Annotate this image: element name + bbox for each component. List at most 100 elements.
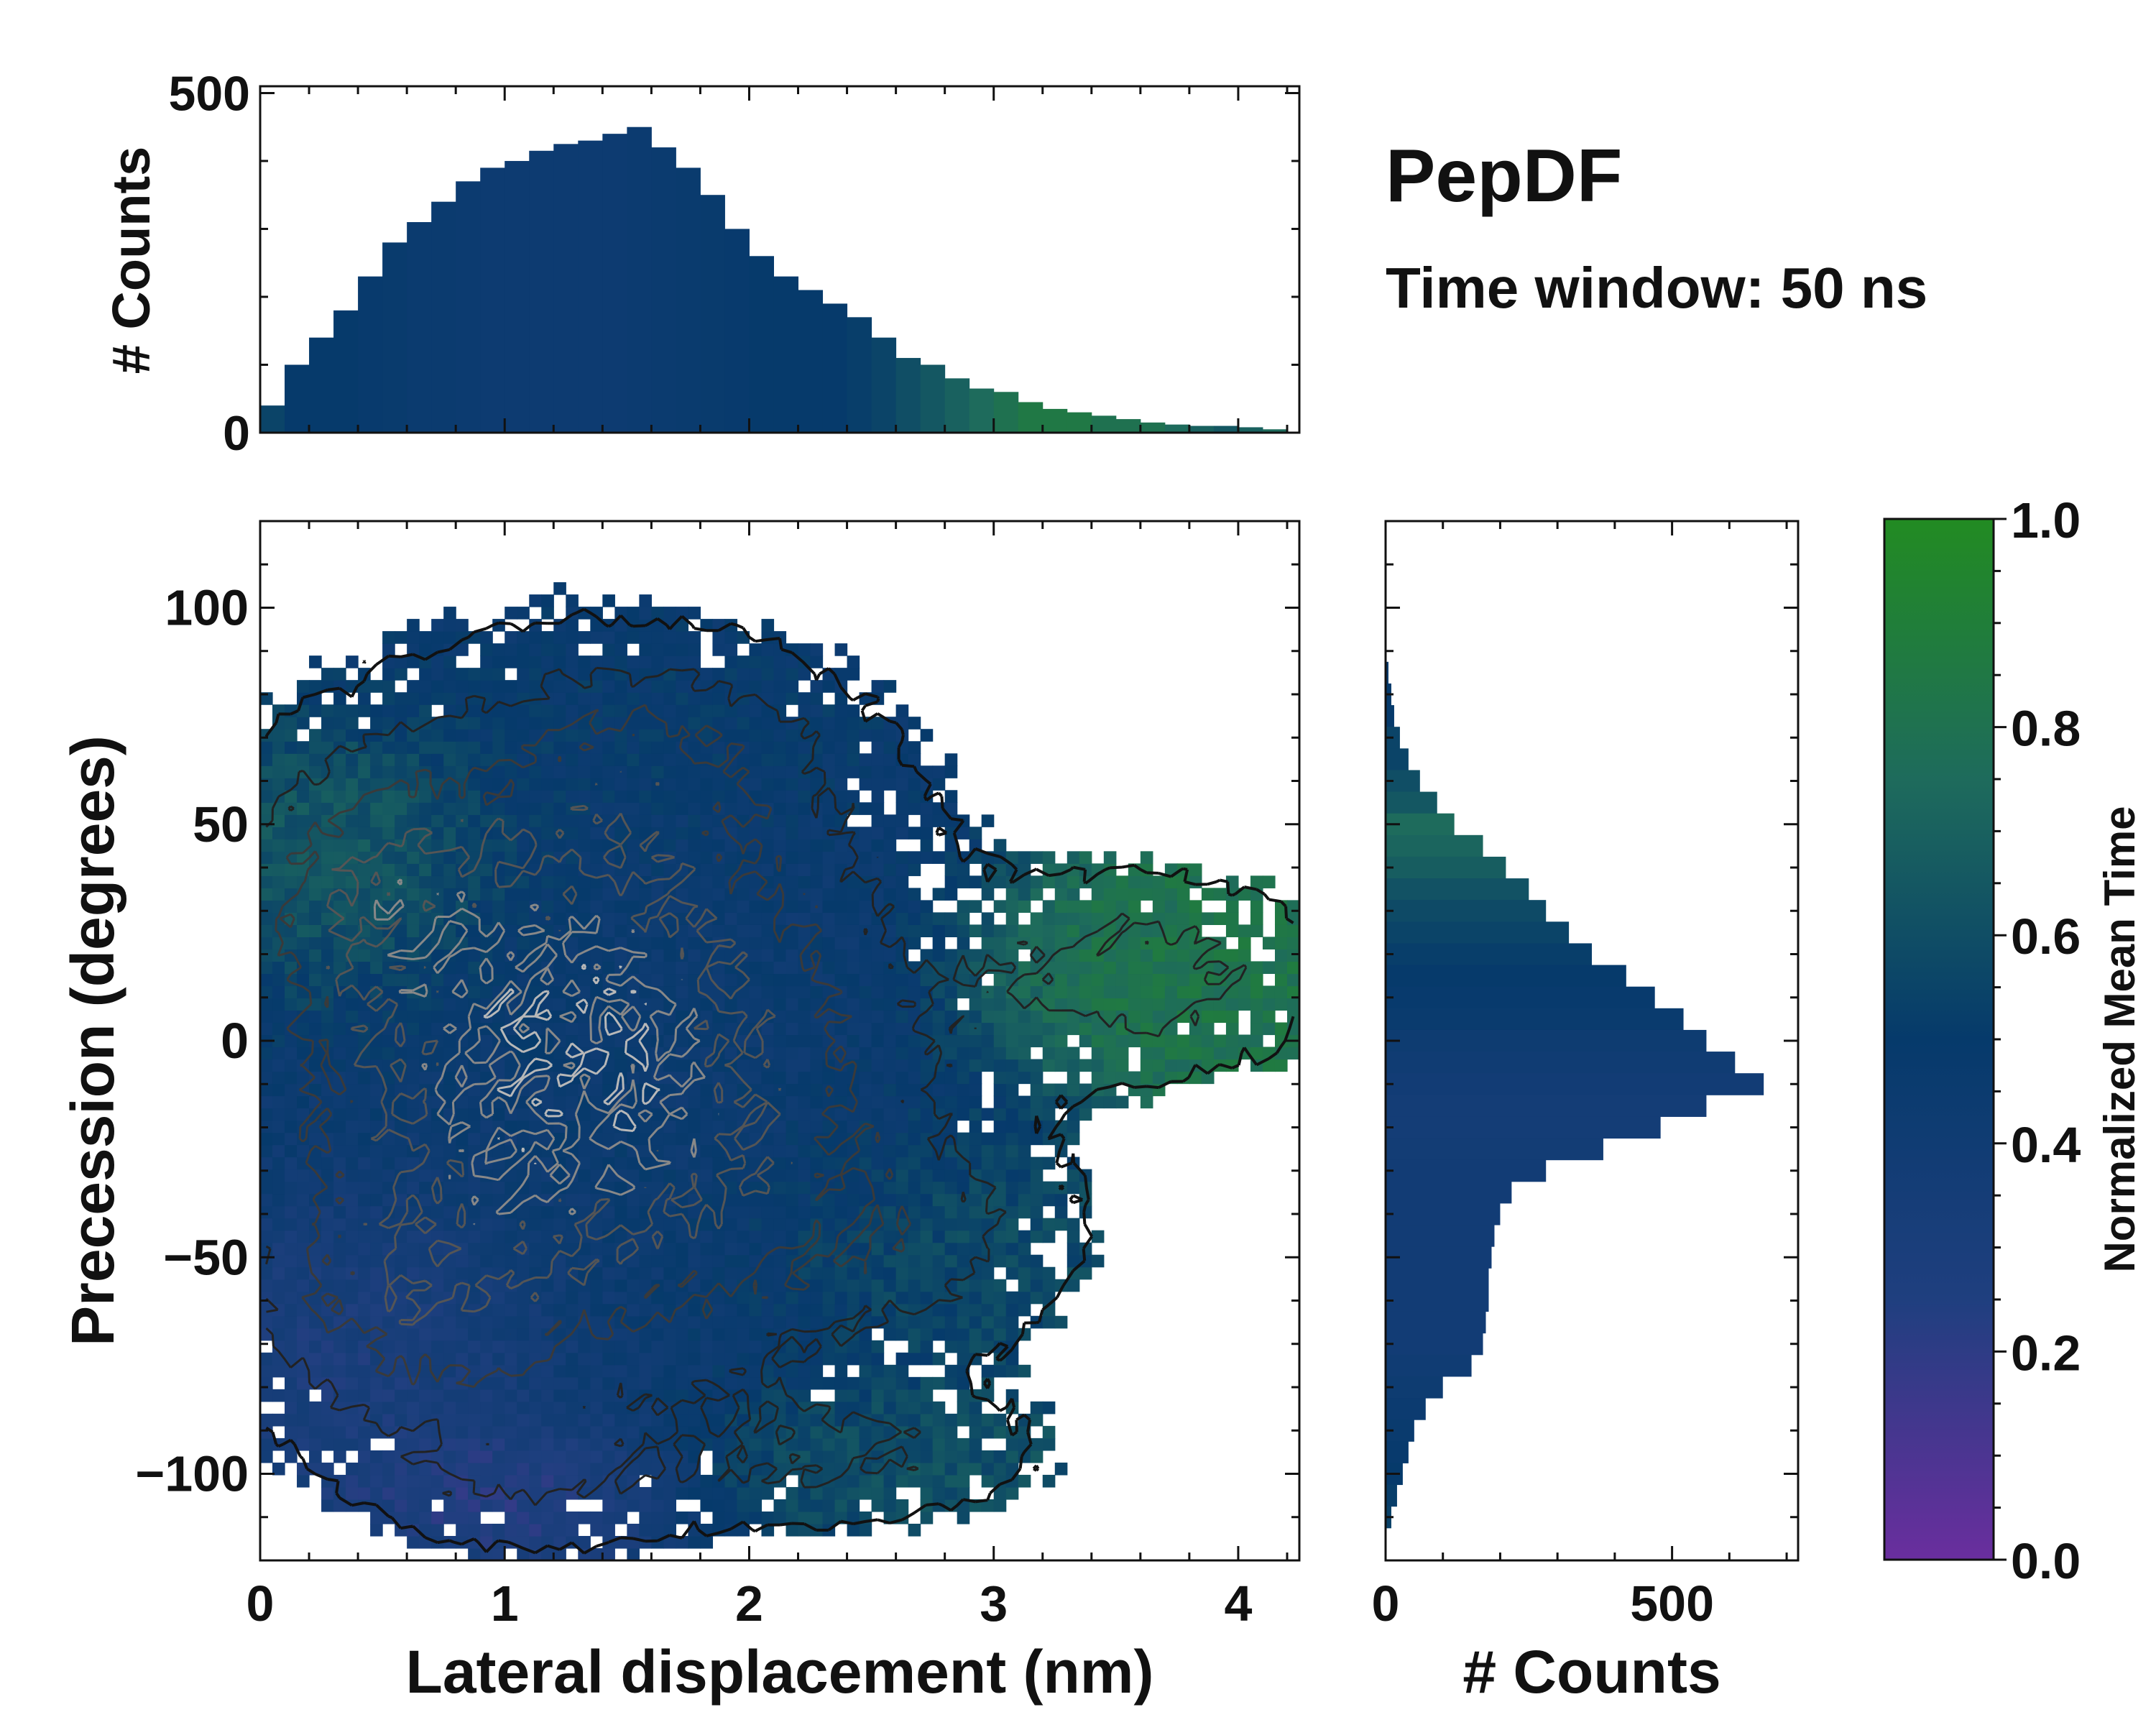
heatmap-cell [1225,1010,1239,1024]
heatmap-cell [1250,1034,1263,1048]
heatmap-cell [883,985,897,999]
heatmap-cell [663,1144,676,1158]
heatmap-cell [639,1401,652,1414]
heatmap-cell [737,1242,750,1256]
top-bar-9 [480,167,505,433]
heatmap-cell [761,1511,775,1524]
heatmap-cell [749,729,763,742]
heatmap-cell [443,692,456,705]
heatmap-cell [700,1486,714,1500]
heatmap-cell [346,1010,359,1024]
heatmap-cell [456,753,469,766]
heatmap-cell [1189,912,1202,925]
heatmap-cell [651,1523,664,1537]
heatmap-cell [578,668,591,681]
main-y-tick-label: 100 [165,580,249,636]
heatmap-cell [566,1279,579,1292]
heatmap-cell [529,1230,542,1243]
heatmap-cell [920,1193,934,1207]
heatmap-cell [847,1438,860,1451]
heatmap-cell [627,1266,640,1280]
heatmap-cell [676,1132,689,1146]
heatmap-cell [407,741,420,754]
heatmap-cell [822,1010,836,1024]
heatmap-cell [1018,1108,1031,1121]
heatmap-cell [969,949,982,962]
heatmap-cell [553,692,566,705]
heatmap-cell [382,1315,395,1329]
heatmap-cell [468,1193,481,1207]
heatmap-cell [541,1279,554,1292]
heatmap-cell [566,961,579,975]
heatmap-cell [541,643,554,656]
heatmap-cell [1018,1034,1031,1048]
heatmap-cell [676,790,689,803]
heatmap-cell [346,973,359,987]
heatmap-cell [590,1095,603,1109]
heatmap-cell [627,717,640,730]
heatmap-cell [529,1425,542,1439]
heatmap-cell [712,1376,726,1390]
heatmap-cell [578,1340,591,1353]
heatmap-cell [749,949,763,962]
heatmap-cell [700,998,714,1011]
heatmap-cell [517,1205,530,1219]
heatmap-cell [798,1144,811,1158]
heatmap-cell [859,1523,872,1537]
heatmap-cell [395,729,407,742]
right-bar-34 [1386,1398,1426,1420]
heatmap-cell [260,973,273,987]
heatmap-cell [492,973,505,987]
heatmap-cell [810,1205,824,1219]
heatmap-cell [419,1254,432,1268]
heatmap-cell [614,985,627,999]
heatmap-cell [456,729,469,742]
heatmap-cell [663,1120,676,1133]
heatmap-cell [419,1340,432,1353]
heatmap-cell [871,778,885,791]
heatmap-cell [737,1193,750,1207]
heatmap-cell [431,1279,444,1292]
heatmap-cell [321,729,334,742]
heatmap-cell [407,1340,420,1353]
right-bar-13 [1386,943,1592,966]
heatmap-cell [786,668,799,681]
heatmap-cell [1067,1254,1080,1268]
heatmap-cell [395,1303,407,1317]
heatmap-cell [590,656,603,668]
heatmap-cell [431,1266,444,1280]
heatmap-cell [883,753,897,766]
heatmap-cell [272,1181,285,1195]
heatmap-cell [1042,1010,1056,1024]
heatmap-cell [1067,961,1080,975]
heatmap-cell [590,973,603,987]
heatmap-cell [895,888,909,901]
heatmap-cell [834,717,848,730]
heatmap-cell [456,1181,469,1195]
heatmap-cell [505,741,517,754]
heatmap-cell [700,1499,714,1512]
heatmap-cell [1018,1291,1031,1305]
heatmap-cell [651,1413,664,1427]
heatmap-cell [663,1535,676,1549]
heatmap-cell [944,814,958,827]
heatmap-cell [627,888,640,901]
heatmap-cell [944,1328,958,1341]
heatmap-cell [468,729,481,742]
heatmap-cell [321,1059,334,1072]
heatmap-cell [346,1279,359,1292]
heatmap-cell [944,1462,958,1476]
heatmap-cell [333,1046,346,1060]
heatmap-cell [920,1376,934,1390]
heatmap-cell [712,1132,726,1146]
heatmap-cell [297,1071,310,1085]
heatmap-cell [761,753,775,766]
heatmap-cell [895,704,909,717]
heatmap-cell [676,607,689,620]
heatmap-cell [1115,973,1129,987]
heatmap-cell [346,1205,359,1219]
heatmap-cell [773,1169,787,1182]
heatmap-cell [505,1328,517,1341]
heatmap-cell [1274,912,1288,925]
heatmap-cell [786,1046,799,1060]
